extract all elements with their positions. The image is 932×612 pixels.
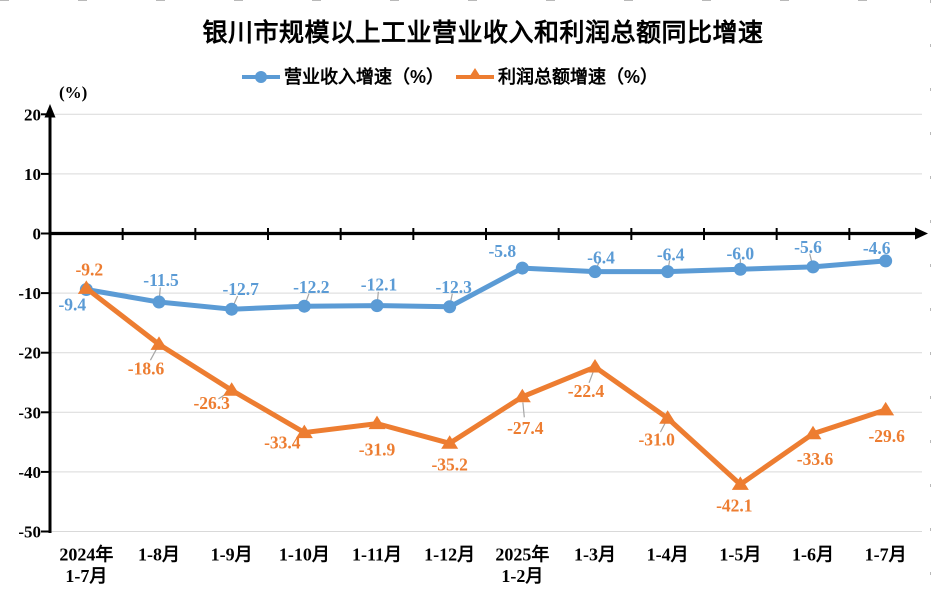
data-point-marker-triangle [513, 388, 531, 403]
y-tick-label: -20 [18, 344, 41, 363]
legend-item-profit: 利润总额增速（%） [456, 67, 658, 87]
data-label-leader-line [149, 348, 158, 361]
data-point-label: -6.0 [726, 243, 754, 263]
y-axis-unit-label: (%) [59, 83, 88, 102]
y-tick-label: -10 [18, 284, 41, 303]
data-point-label: -9.2 [75, 259, 103, 279]
chart-title: 银川市规模以上工业营业收入和利润总额同比增速 [202, 19, 764, 47]
y-tick-label: 0 [33, 225, 42, 244]
data-point-label: -12.2 [293, 277, 329, 297]
y-tick-label: 20 [24, 105, 41, 124]
data-point-label: -4.6 [863, 238, 891, 258]
y-axis-arrow-icon [44, 104, 56, 118]
series-line-revenue [83, 258, 889, 312]
x-axis-label: 1-4月 [647, 545, 689, 565]
data-point-marker-triangle [804, 425, 822, 440]
data-label-leader-line [588, 371, 594, 384]
x-axis-label: 1-8月 [138, 545, 180, 565]
x-axis-arrow-icon [915, 227, 928, 240]
data-point-label: -27.4 [507, 418, 544, 438]
x-axis-label: 1-7月 [865, 545, 907, 565]
data-point-marker-circle [225, 302, 239, 316]
data-point-marker-triangle [77, 280, 95, 294]
y-tick-label: -40 [18, 463, 41, 482]
legend-line-circle-icon [241, 71, 280, 83]
data-point-marker-circle [370, 299, 384, 313]
data-point-marker-triangle [877, 401, 895, 416]
data-point-marker-circle [152, 295, 166, 309]
x-axis-label: 1-11月 [352, 545, 402, 565]
data-point-label: -31.9 [359, 440, 396, 460]
data-point-label: -29.6 [868, 426, 905, 446]
y-tick-label: 10 [24, 165, 41, 184]
data-point-marker-triangle [223, 382, 241, 396]
x-axis-label: 1-9月 [211, 545, 253, 565]
x-axis-label: 2024年 [59, 544, 113, 565]
data-point-label: -5.8 [488, 241, 516, 261]
data-point-marker-triangle [659, 410, 677, 424]
page-border-top [0, 0, 932, 1]
data-point-label: -31.0 [638, 429, 675, 449]
data-point-label: -11.5 [143, 270, 179, 290]
data-point-marker-triangle [368, 415, 386, 430]
data-point-label: -12.3 [435, 277, 472, 297]
series-line-profit [83, 285, 889, 487]
data-point-label: -33.6 [797, 449, 834, 469]
data-point-marker-circle [661, 265, 675, 279]
legend-label-revenue: 营业收入增速（%） [283, 67, 444, 87]
data-point-label: -33.4 [264, 433, 301, 453]
data-label-leader-line [522, 402, 525, 418]
data-point-marker-triangle [295, 424, 313, 439]
legend: 营业收入增速（%） 利润总额增速（%） [0, 67, 900, 87]
x-axis-label: 1-3月 [574, 545, 616, 565]
data-point-marker-triangle [731, 476, 749, 490]
data-point-marker-circle [515, 261, 529, 275]
data-point-label: -35.2 [431, 454, 467, 474]
data-point-marker-circle [879, 254, 893, 268]
data-point-marker-triangle [586, 359, 604, 373]
x-axis-label: 1-10月 [279, 545, 330, 565]
data-point-label: -6.4 [587, 248, 615, 268]
data-point-label: -5.6 [794, 237, 822, 257]
x-axis-label: 1-7月 [65, 566, 107, 586]
x-axis-label: 1-5月 [719, 545, 761, 565]
y-tick-label: -50 [18, 523, 41, 542]
page-border-right [930, 0, 931, 612]
data-point-label: -12.1 [361, 275, 397, 295]
y-tick-label: -30 [18, 403, 41, 422]
data-point-label: -6.4 [657, 245, 685, 265]
x-axis-label: 1-12月 [424, 545, 475, 565]
data-point-label: -9.4 [58, 295, 86, 315]
legend-line-triangle-icon [456, 68, 494, 79]
data-point-label: -12.7 [222, 279, 259, 299]
data-point-marker-triangle [441, 435, 459, 449]
data-point-label: -26.3 [193, 393, 230, 413]
data-point-label: -18.6 [128, 358, 165, 378]
data-point-marker-circle [588, 265, 602, 279]
data-point-marker-triangle [150, 336, 168, 350]
x-axis-label: 1-2月 [501, 566, 543, 586]
x-axis-label: 2025年 [495, 544, 549, 565]
data-point-label: -42.1 [716, 495, 752, 515]
legend-label-profit: 利润总额增速（%） [498, 67, 659, 87]
data-point-label: -22.4 [568, 381, 605, 401]
data-point-marker-circle [806, 260, 820, 274]
legend-item-revenue: 营业收入增速（%） [241, 67, 444, 87]
data-point-marker-circle [443, 300, 457, 314]
data-point-marker-circle [733, 262, 747, 276]
x-axis-label: 1-6月 [792, 545, 834, 565]
data-point-marker-circle [297, 299, 311, 313]
